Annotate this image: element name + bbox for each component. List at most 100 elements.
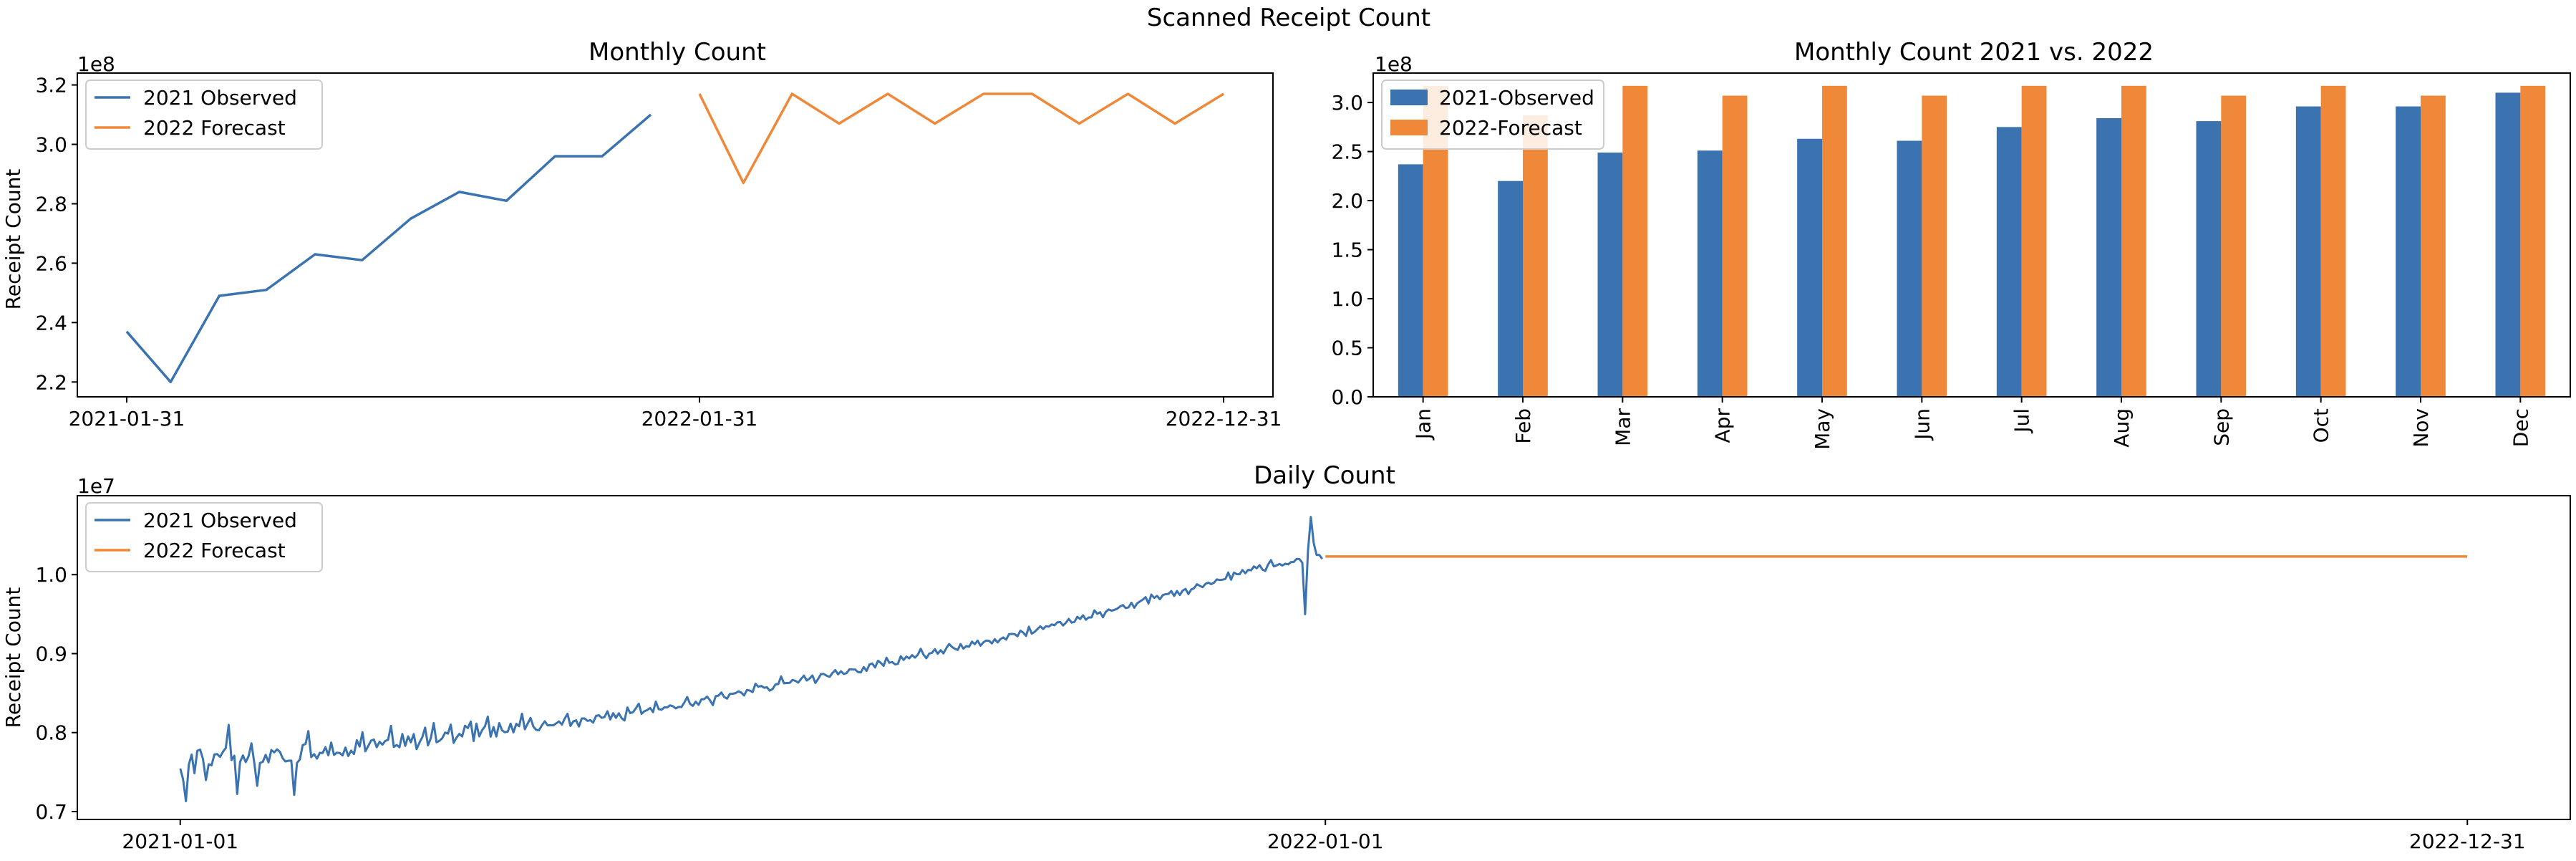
y-tick-label: 2.2 [35, 370, 67, 394]
bar-forecast [2320, 85, 2346, 397]
y-tick-label: 3.2 [35, 74, 67, 97]
y-tick-label: 3.0 [1331, 91, 1363, 115]
x-tick-label: 2022-12-31 [2409, 829, 2526, 853]
legend-label: 2021 Observed [143, 509, 297, 532]
daily-count-chart: Daily Count 1e7 Receipt Count 0.7 0.8 0.9 1… [1, 461, 2571, 853]
monthly-plot-frame [77, 72, 1274, 398]
bar-forecast [1622, 85, 1648, 397]
x-tick-label: Jul [2010, 408, 2034, 434]
legend-label: 2021-Observed [1439, 86, 1594, 110]
figure-title: Scanned Receipt Count [1147, 4, 1430, 32]
monthly-exponent-label: 1e8 [77, 52, 115, 76]
daily-lines [179, 516, 2468, 802]
bar-forecast [1722, 95, 1748, 397]
bar-observed [1797, 138, 1822, 397]
x-tick-label: 2022-01-01 [1267, 829, 1384, 853]
bar-observed [1398, 164, 1423, 397]
daily-y-axis-label: Receipt Count [1, 587, 25, 728]
x-tick-label: 2021-01-01 [122, 829, 238, 853]
legend-swatch [1390, 120, 1428, 135]
y-tick-label: 1.0 [1331, 287, 1363, 311]
x-tick-label: Aug [2110, 408, 2134, 448]
y-tick-label: 3.0 [35, 133, 67, 157]
bar-observed [1897, 140, 1922, 397]
comparison-x-ticks: Jan Feb Mar Apr May Jun Jul Aug Sep Oct Nov Dec [1412, 397, 2532, 450]
monthly-lines [125, 92, 1225, 384]
daily-y-ticks: 0.7 0.8 0.9 1.0 [35, 563, 77, 824]
bar-forecast [2121, 85, 2146, 397]
series-line-forecast [698, 92, 1225, 185]
x-tick-label: Jan [1412, 408, 1435, 441]
daily-plot-frame [77, 495, 2571, 820]
y-tick-label: 0.7 [35, 800, 67, 824]
y-tick-label: 0.5 [1331, 337, 1363, 360]
comparison-legend: 2021-Observed 2022-Forecast [1381, 80, 1604, 150]
bar-forecast [1922, 95, 1947, 397]
daily-exponent-label: 1e7 [77, 474, 115, 498]
bar-forecast [2520, 85, 2546, 397]
y-tick-label: 1.5 [1331, 239, 1363, 262]
bar-observed [2096, 118, 2121, 398]
y-tick-label: 2.8 [35, 192, 67, 216]
x-tick-label: Nov [2409, 408, 2433, 448]
y-tick-label: 0.9 [35, 642, 67, 665]
comparison-y-ticks: 0.0 0.5 1.0 1.5 2.0 2.5 3.0 [1331, 91, 1373, 409]
x-tick-label: Feb [1511, 408, 1535, 444]
bar-forecast [1822, 85, 1847, 397]
bar-observed [2396, 106, 2421, 397]
bar-observed [2295, 106, 2321, 397]
daily-x-ticks: 2021-01-01 2022-01-01 2022-12-31 [122, 819, 2526, 853]
bar-forecast [2021, 85, 2047, 397]
monthly-comparison-chart: Monthly Count 2021 vs. 2022 1e8 0.0 0.5 1.… [1331, 38, 2571, 450]
legend-label: 2022-Forecast [1439, 116, 1582, 140]
x-tick-label: Apr [1711, 408, 1735, 443]
x-tick-label: Sep [2209, 408, 2233, 446]
legend-box [1381, 80, 1604, 150]
series-line-observed [179, 516, 1324, 802]
monthly-y-ticks: 2.2 2.4 2.6 2.8 3.0 3.2 [35, 74, 77, 394]
comparison-chart-title: Monthly Count 2021 vs. 2022 [1794, 38, 2154, 67]
legend-box [85, 80, 323, 150]
y-tick-label: 2.5 [1331, 140, 1363, 164]
comparison-bars [1398, 85, 2546, 398]
comparison-plot-frame [1372, 72, 2571, 398]
legend-label: 2021 Observed [143, 86, 297, 110]
y-tick-label: 2.6 [35, 251, 67, 275]
daily-chart-title: Daily Count [1254, 461, 1395, 490]
x-tick-label: 2022-12-31 [1166, 407, 1282, 430]
y-tick-label: 2.4 [35, 311, 67, 335]
bar-observed [1498, 181, 1523, 397]
monthly-chart-title: Monthly Count [589, 38, 766, 67]
y-tick-label: 1.0 [35, 563, 67, 587]
bar-observed [1697, 150, 1723, 397]
legend-swatch [1390, 90, 1428, 105]
y-tick-label: 0.0 [1331, 385, 1363, 409]
comparison-exponent-label: 1e8 [1375, 52, 1413, 76]
series-line-observed [125, 113, 652, 384]
bar-forecast [2421, 95, 2446, 397]
legend-label: 2022 Forecast [143, 539, 286, 562]
x-tick-label: Mar [1611, 408, 1635, 446]
monthly-count-chart: Monthly Count 1e8 Receipt Count 2.22.42.… [1, 38, 1282, 430]
x-tick-label: 2021-01-31 [69, 407, 185, 430]
monthly-y-axis-label: Receipt Count [1, 169, 25, 310]
bar-observed [1597, 152, 1623, 398]
x-tick-label: May [1811, 408, 1834, 450]
bar-observed [1996, 127, 2022, 398]
x-tick-label: Jun [1910, 408, 1934, 441]
bar-observed [2196, 121, 2222, 397]
y-tick-label: 0.8 [35, 721, 67, 745]
bar-forecast [2221, 95, 2247, 397]
y-tick-label: 2.0 [1331, 189, 1363, 213]
x-tick-label: 2022-01-31 [641, 407, 758, 430]
monthly-legend: 2021 Observed 2022 Forecast [85, 80, 323, 150]
legend-label: 2022 Forecast [143, 116, 286, 140]
x-tick-label: Dec [2509, 408, 2532, 447]
legend-box [85, 502, 323, 572]
bar-observed [2495, 92, 2521, 398]
x-tick-label: Oct [2310, 408, 2333, 443]
daily-legend: 2021 Observed 2022 Forecast [85, 502, 323, 572]
bar-forecast [1523, 115, 1548, 397]
monthly-x-ticks: 2021-01-31 2022-01-31 2022-12-31 [69, 397, 1282, 430]
